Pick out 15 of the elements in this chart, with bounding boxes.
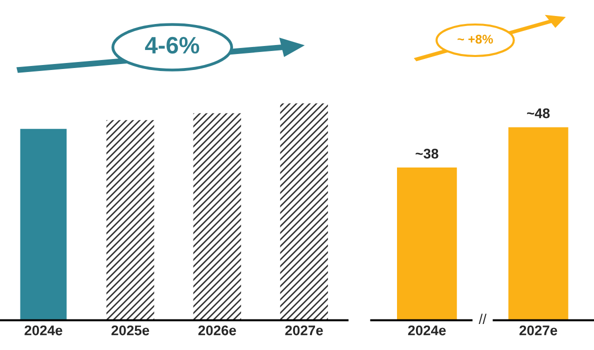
data-label: ~38 <box>416 148 438 159</box>
bar <box>193 113 242 320</box>
data-label: ~48 <box>527 108 550 118</box>
annotation: // <box>478 314 486 324</box>
x-tick-label: 2027e <box>519 325 558 336</box>
bar <box>106 120 154 320</box>
x-tick-label: 2025e <box>111 325 150 336</box>
x-tick-label: 2024e <box>408 325 446 336</box>
text: ~ +8% <box>458 34 493 44</box>
x-tick-label: 2024e <box>24 325 62 336</box>
bar <box>18 128 68 320</box>
x-tick-label: 2027e <box>285 325 323 336</box>
x-tick-label: 2026e <box>198 325 236 336</box>
bar <box>280 103 328 320</box>
text: 4-6% <box>145 36 200 54</box>
